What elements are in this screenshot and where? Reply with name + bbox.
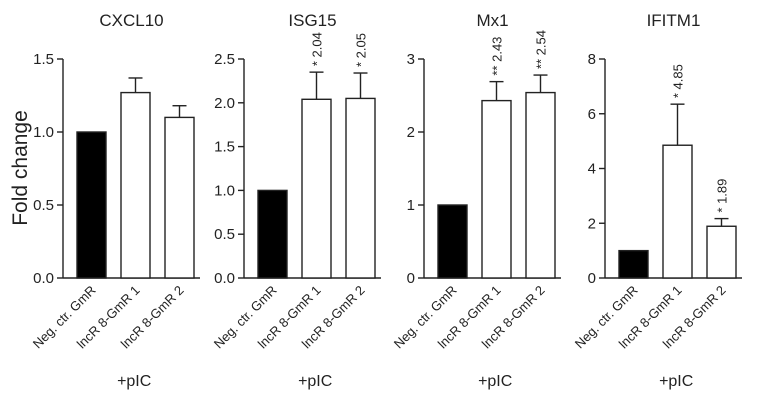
- data-annotation: * 2.05: [354, 33, 369, 67]
- y-tick-label: 0.5: [33, 197, 54, 214]
- bar: [257, 189, 288, 279]
- data-annotation: ** 2.43: [490, 37, 505, 76]
- data-annotation: * 2.04: [310, 32, 325, 66]
- chart-title: ISG15: [288, 11, 336, 30]
- chart-title: IFITM1: [647, 11, 701, 30]
- bar: [662, 144, 693, 279]
- bar: [345, 97, 376, 279]
- group-label: +pIC: [117, 373, 151, 390]
- y-tick-label: 0.0: [214, 270, 235, 287]
- y-tick-label: 0.5: [214, 226, 235, 243]
- bar: [301, 98, 332, 279]
- chart-title: Mx1: [476, 11, 508, 30]
- y-tick-label: 1.5: [214, 139, 235, 156]
- y-tick-label: 2.0: [214, 95, 235, 112]
- bar: [618, 249, 649, 279]
- data-annotation: ** 2.54: [534, 30, 549, 69]
- y-tick-label: 8: [588, 51, 596, 68]
- chart-title: CXCL10: [99, 11, 163, 30]
- group-label: +pIC: [298, 373, 332, 390]
- bar: [525, 91, 556, 279]
- group-label: +pIC: [478, 373, 512, 390]
- y-tick-label: 0.0: [33, 270, 54, 287]
- y-tick-label: 3: [407, 51, 415, 68]
- y-tick-label: 1.5: [33, 51, 54, 68]
- bar: [481, 99, 512, 279]
- y-tick-label: 2: [588, 215, 596, 232]
- bar: [437, 204, 468, 279]
- y-tick-label: 1: [407, 197, 415, 214]
- y-tick-label: 6: [588, 106, 596, 123]
- group-label: +pIC: [659, 373, 693, 390]
- y-tick-label: 2: [407, 124, 415, 141]
- y-tick-label: 1.0: [214, 182, 235, 199]
- bar: [120, 91, 151, 279]
- y-tick-label: 0: [407, 270, 415, 287]
- y-tick-label: 0: [588, 270, 596, 287]
- y-tick-label: 1.0: [33, 124, 54, 141]
- bar: [164, 116, 195, 279]
- y-tick-label: 4: [588, 161, 596, 178]
- data-annotation: * 1.89: [715, 179, 730, 213]
- data-annotation: * 4.85: [671, 64, 686, 98]
- y-tick-label: 2.5: [214, 51, 235, 68]
- bar: [76, 131, 107, 279]
- bar: [706, 225, 737, 279]
- y-axis-label: Fold change: [9, 110, 32, 226]
